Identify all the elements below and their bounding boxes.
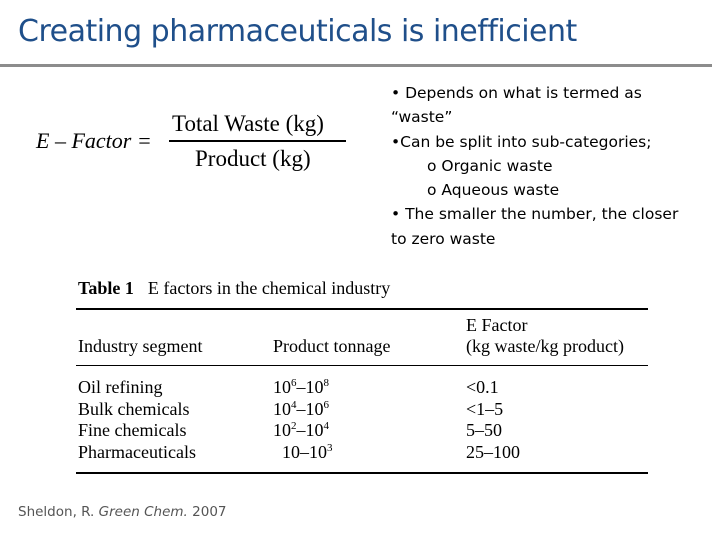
tonnage-cell: 10–103 xyxy=(282,442,333,462)
sub-bullet-line: o Organic waste xyxy=(427,156,553,175)
bullet-line: to zero waste xyxy=(391,229,496,248)
efactor-cell: <0.1 xyxy=(466,377,499,397)
title-divider xyxy=(0,64,712,67)
bullet-list: • Depends on what is termed as “waste” •… xyxy=(391,81,701,251)
bullet-line: “waste” xyxy=(391,108,453,127)
table-header-rule xyxy=(76,365,648,366)
formula-denominator: Product (kg) xyxy=(195,146,311,171)
table-row: Fine chemicals 102–104 5–50 xyxy=(76,420,648,442)
slide-title: Creating pharmaceuticals is inefficient xyxy=(18,14,577,49)
table-row: Pharmaceuticals 10–103 25–100 xyxy=(76,442,648,464)
tonnage-cell: 102–104 xyxy=(273,420,329,440)
tonnage-cell: 106–108 xyxy=(273,377,329,397)
segment-cell: Oil refining xyxy=(78,377,163,397)
table-row: Bulk chemicals 104–106 <1–5 xyxy=(76,399,648,421)
segment-cell: Bulk chemicals xyxy=(78,399,190,419)
sub-bullet-line: o Aqueous waste xyxy=(427,181,560,200)
table-title: E factors in the chemical industry xyxy=(147,278,391,298)
fraction-bar xyxy=(169,140,346,142)
bullet-line: • Depends on what is termed as xyxy=(391,84,642,102)
segment-cell: Pharmaceuticals xyxy=(78,442,196,462)
table-row: Oil refining 106–108 <0.1 xyxy=(76,377,648,399)
citation: Sheldon, R. Green Chem. 2007 xyxy=(18,504,227,520)
table-caption: Table 1 E factors in the chemical industr… xyxy=(78,278,390,299)
segment-cell: Fine chemicals xyxy=(78,420,187,440)
citation-author: Sheldon, R. xyxy=(18,504,95,520)
table-top-rule xyxy=(76,308,648,310)
tonnage-cell: 104–106 xyxy=(273,399,329,419)
header-tonnage: Product tonnage xyxy=(273,336,391,356)
efactor-cell: 25–100 xyxy=(466,442,520,462)
formula-numerator: Total Waste (kg) xyxy=(172,111,324,136)
header-segment: Industry segment xyxy=(78,336,203,356)
bullet-line: • The smaller the number, the closer xyxy=(391,205,679,224)
table-bottom-rule xyxy=(76,472,648,474)
header-efactor-unit: (kg waste/kg product) xyxy=(466,336,624,356)
citation-journal: Green Chem. xyxy=(98,504,188,520)
formula-lhs: E – Factor = xyxy=(36,128,152,153)
bullet-line: •Can be split into sub-categories; xyxy=(391,132,652,151)
citation-year: 2007 xyxy=(192,504,227,520)
table-label: Table 1 xyxy=(78,278,134,298)
efactor-cell: <1–5 xyxy=(466,399,504,419)
efactor-cell: 5–50 xyxy=(466,420,502,440)
header-efactor: E Factor xyxy=(466,315,528,335)
